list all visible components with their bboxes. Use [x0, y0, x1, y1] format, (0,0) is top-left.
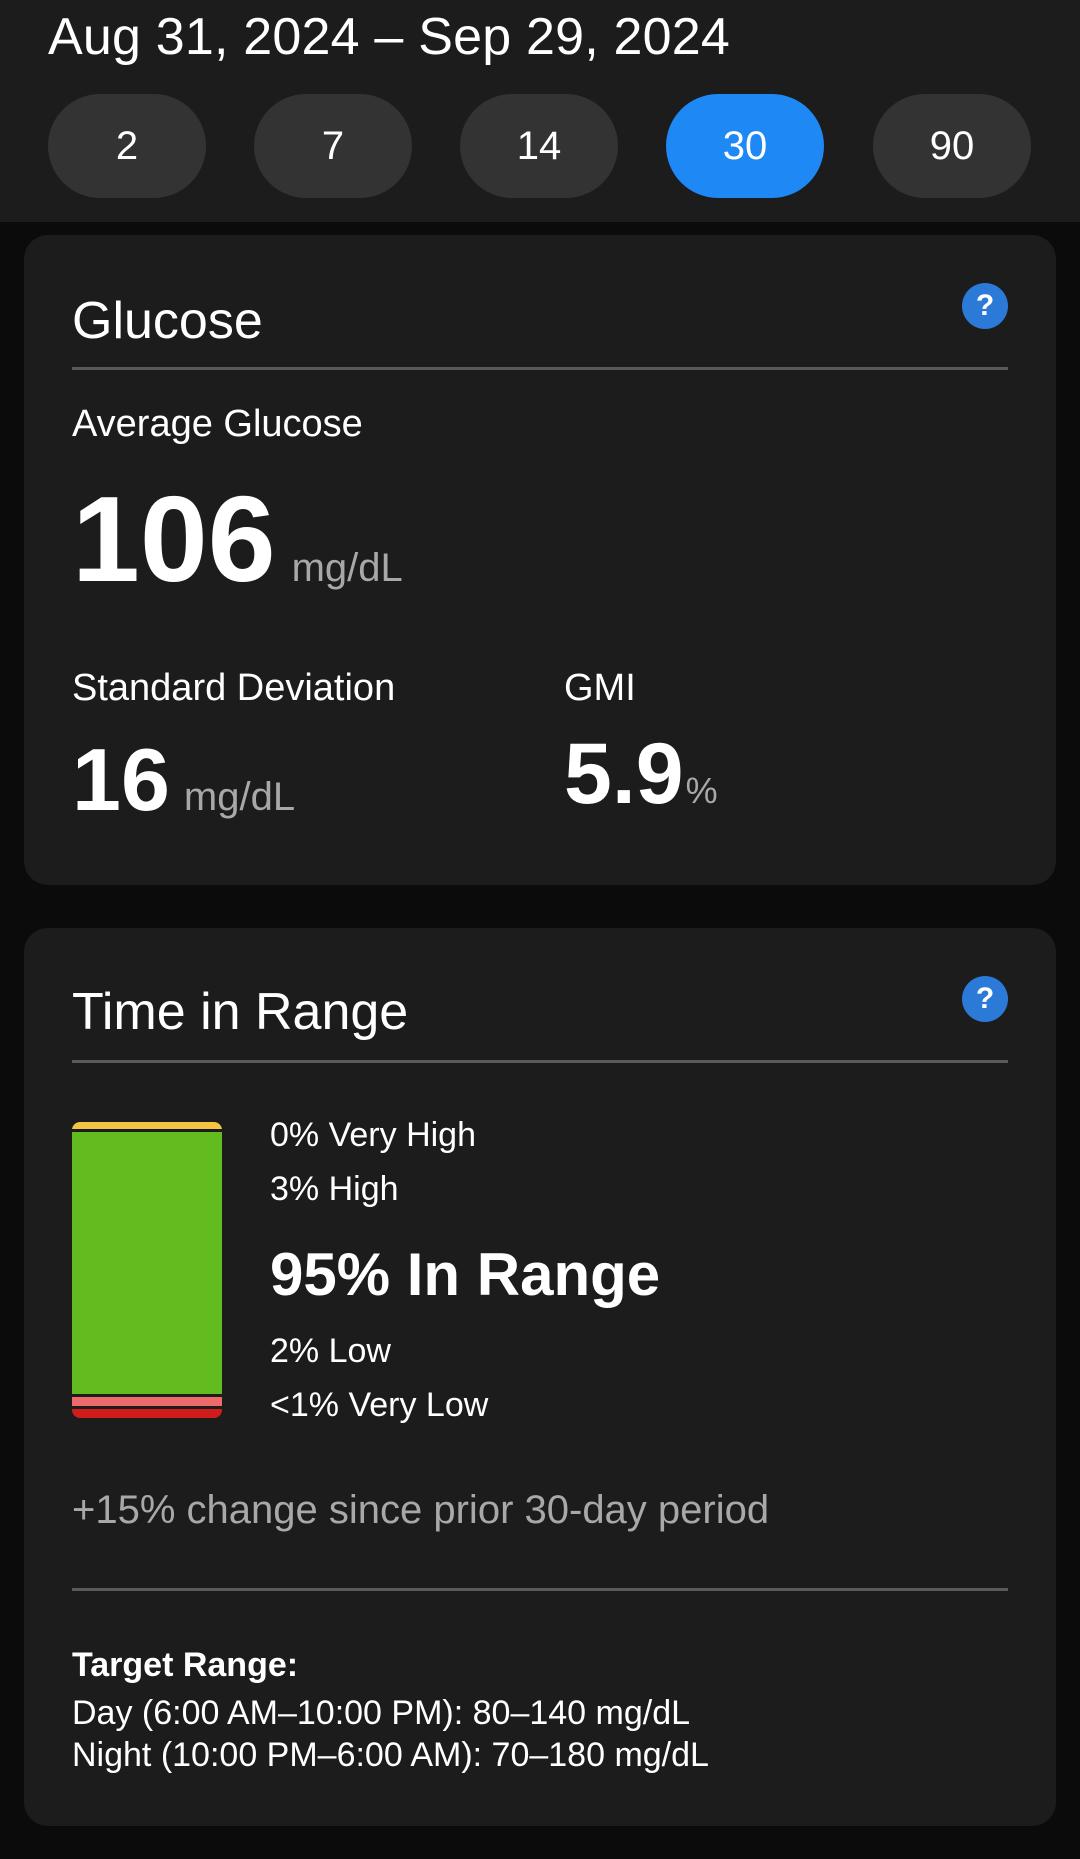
period-90-days-button[interactable]: 90 [873, 94, 1031, 198]
period-2-days-button[interactable]: 2 [48, 94, 206, 198]
date-range-title: Aug 31, 2024 – Sep 29, 2024 [48, 8, 730, 66]
target-range-title: Target Range: [72, 1646, 299, 1684]
very-high-percent: 0% Very High [270, 1116, 476, 1154]
target-range-night: Night (10:00 PM–6:00 AM): 70–180 mg/dL [72, 1736, 709, 1774]
gmi-label: GMI [564, 667, 636, 709]
very-low-percent: <1% Very Low [270, 1386, 489, 1424]
target-range-divider [72, 1588, 1008, 1591]
very-low-segment [72, 1409, 222, 1418]
time-in-range-divider [72, 1060, 1008, 1063]
period-7-days-button[interactable]: 7 [254, 94, 412, 198]
standard-deviation-label: Standard Deviation [72, 667, 396, 709]
glucose-divider [72, 367, 1008, 370]
time-in-range-title: Time in Range [72, 983, 409, 1041]
segment-gap [72, 1394, 222, 1397]
gmi-number: 5.9 [564, 726, 684, 822]
time-in-range-help-icon[interactable]: ? [962, 976, 1008, 1022]
average-glucose-number: 106 [72, 471, 276, 607]
period-30-days-button[interactable]: 30 [666, 94, 824, 198]
gmi-unit: % [685, 770, 718, 811]
very-high-segment [72, 1122, 222, 1129]
low-segment [72, 1397, 222, 1406]
time-in-range-stacked-bar [72, 1122, 222, 1418]
average-glucose-value: 106 mg/dL [72, 469, 403, 609]
date-range-header: Aug 31, 2024 – Sep 29, 2024 2 7 14 30 90 [0, 0, 1080, 222]
target-range-day: Day (6:00 AM–10:00 PM): 80–140 mg/dL [72, 1694, 691, 1732]
standard-deviation-number: 16 [72, 730, 170, 829]
period-14-days-button[interactable]: 14 [460, 94, 618, 198]
average-glucose-unit: mg/dL [291, 546, 403, 590]
segment-gap [72, 1129, 222, 1132]
glucose-help-icon[interactable]: ? [962, 283, 1008, 329]
gmi-value: 5.9 % [564, 725, 718, 824]
glucose-card: Glucose ? Average Glucose 106 mg/dL Stan… [24, 235, 1056, 885]
change-since-prior-period: +15% change since prior 30-day period [72, 1488, 770, 1532]
glucose-title: Glucose [72, 292, 263, 350]
standard-deviation-unit: mg/dL [183, 775, 296, 819]
in-range-percent: 95% In Range [270, 1241, 661, 1308]
segment-gap [72, 1406, 222, 1409]
average-glucose-label: Average Glucose [72, 403, 363, 445]
high-percent: 3% High [270, 1170, 399, 1208]
in-range-segment [72, 1132, 222, 1394]
low-percent: 2% Low [270, 1332, 391, 1370]
standard-deviation-value: 16 mg/dL [72, 729, 295, 831]
time-in-range-card: Time in Range ? 0% Very High 3% High 95%… [24, 928, 1056, 1826]
